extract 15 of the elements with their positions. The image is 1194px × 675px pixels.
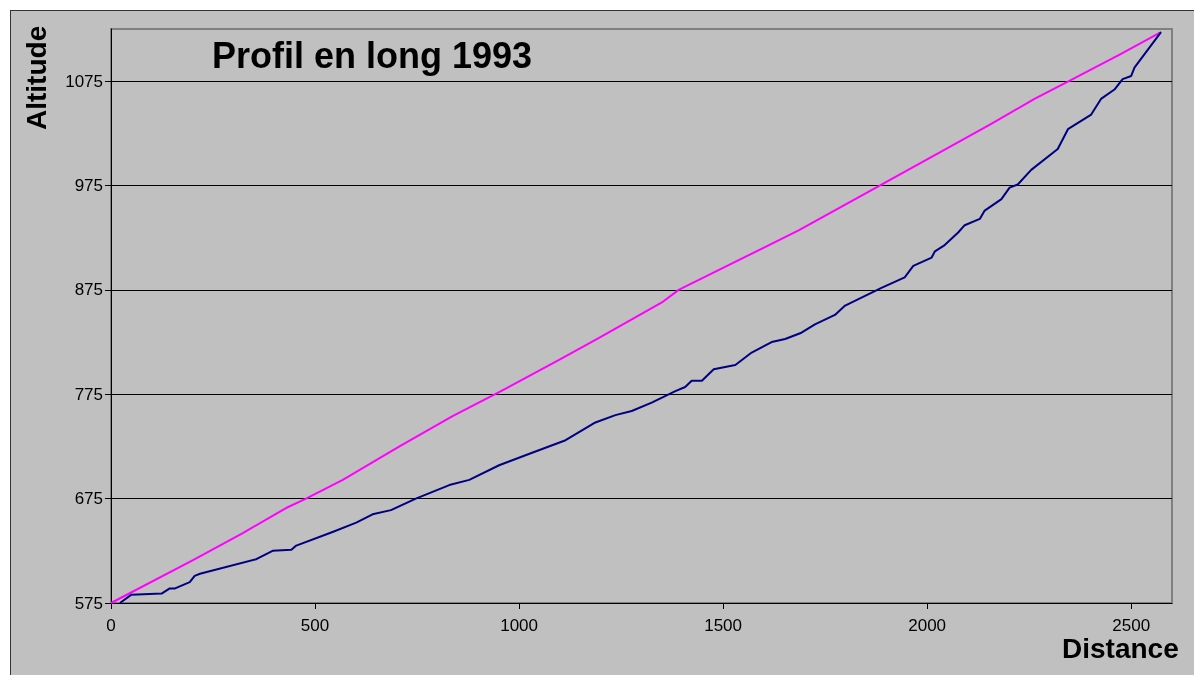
y-tick-label: 875	[74, 280, 103, 300]
y-axis-title: Altitude	[20, 25, 52, 130]
y-tick-label: 1075	[65, 71, 103, 91]
y-tick-label: 675	[74, 489, 103, 509]
x-tick-label: 2500	[1112, 616, 1151, 635]
x-tick-label: 2000	[908, 616, 947, 635]
chart-title: Profil en long 1993	[212, 34, 533, 76]
y-tick-label: 575	[74, 593, 103, 613]
x-tick-label: 1000	[500, 616, 538, 635]
y-tick-label: 975	[74, 176, 103, 196]
x-tick-label: 0	[106, 616, 116, 635]
x-tick-label: 500	[300, 616, 330, 635]
y-tick-label: 775	[74, 384, 103, 404]
x-axis-title: Distance	[1062, 632, 1179, 664]
x-tick-label: 1500	[704, 616, 743, 635]
